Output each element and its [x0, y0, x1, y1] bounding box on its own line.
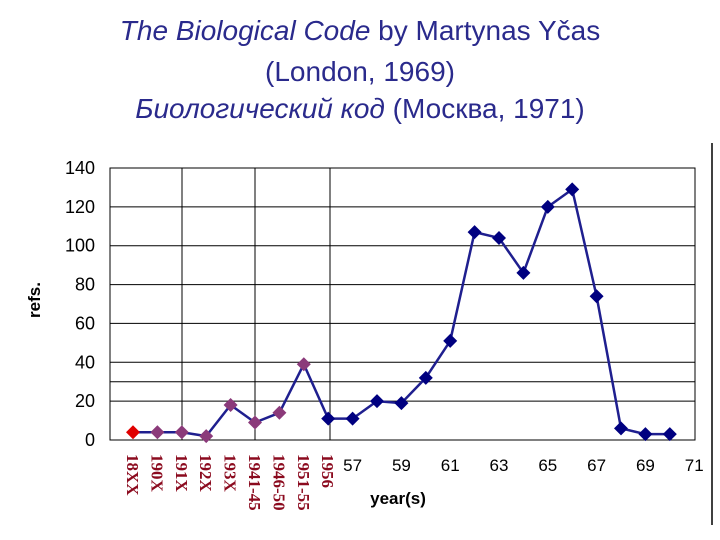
- data-point-marker: [223, 398, 238, 413]
- book-title-english: The Biological Code: [119, 15, 371, 46]
- data-point-marker: [272, 405, 287, 420]
- x-tick-label: 18XX: [123, 454, 142, 496]
- data-point-marker: [589, 289, 604, 304]
- data-point-marker: [418, 370, 433, 385]
- x-tick-label: 59: [392, 456, 411, 475]
- x-tick-labels: 18XX 190X 191X 192X 193X 1941-45 1946-50 1951-5…: [123, 454, 704, 511]
- x-tick-label: 1956: [318, 454, 337, 488]
- chart-title-line-1: The Biological Code by Martynas Yčas: [0, 14, 720, 47]
- x-tick-label: 65: [538, 456, 557, 475]
- data-point-marker: [321, 411, 336, 426]
- x-tick-label: 67: [587, 456, 606, 475]
- data-point-marker: [492, 230, 506, 245]
- data-series: [126, 182, 677, 444]
- book-title-russian: Биологический код: [135, 93, 385, 124]
- x-axis-label: year(s): [370, 489, 426, 508]
- axes: [109, 143, 713, 525]
- x-tick-label: 1946-50: [269, 454, 288, 511]
- data-point-marker: [174, 425, 189, 440]
- y-tick-label: 120: [65, 197, 95, 217]
- y-tick-label: 80: [75, 275, 95, 295]
- x-tick-label: 190X: [147, 454, 166, 493]
- x-tick-label: 63: [490, 456, 509, 475]
- data-point-marker: [199, 429, 214, 444]
- chart-title-line-3: Биологический код (Москва, 1971): [0, 92, 720, 125]
- russian-edition-text: (Москва, 1971): [384, 93, 585, 124]
- y-tick-label: 40: [75, 352, 95, 372]
- y-tick-label: 0: [85, 430, 95, 450]
- data-point-marker: [126, 425, 140, 440]
- y-tick-label: 140: [65, 158, 95, 178]
- x-tick-label: 61: [441, 456, 460, 475]
- y-tick-label: 60: [75, 313, 95, 333]
- data-point-marker: [467, 225, 482, 240]
- data-point-marker: [638, 427, 653, 442]
- x-tick-label: 71: [685, 456, 704, 475]
- y-tick-labels: 0 20 40 60 80 100 120 140: [65, 158, 95, 450]
- x-tick-label: 57: [343, 456, 362, 475]
- x-tick-label: 192X: [196, 454, 215, 493]
- data-point-marker: [540, 199, 555, 214]
- data-point-marker: [370, 394, 384, 409]
- y-tick-label: 20: [75, 391, 95, 411]
- data-point-marker: [248, 415, 262, 430]
- y-tick-label: 100: [65, 236, 95, 256]
- data-point-marker: [443, 333, 458, 348]
- y-axis-label: refs.: [25, 282, 44, 318]
- plot-frame: [109, 167, 696, 441]
- x-tick-label: 69: [636, 456, 655, 475]
- data-point-marker: [345, 411, 360, 426]
- x-tick-label: 193X: [221, 454, 240, 493]
- x-tick-label: 1951-55: [294, 454, 313, 511]
- data-point-marker: [394, 396, 409, 411]
- data-point-marker: [662, 427, 677, 442]
- data-point-marker: [614, 421, 628, 436]
- data-point-marker: [565, 182, 580, 197]
- chart-title-line-2: (London, 1969): [265, 56, 455, 87]
- author-text: by Martynas Yčas: [370, 15, 601, 46]
- data-point-marker: [516, 265, 531, 280]
- data-point-marker: [150, 425, 165, 440]
- data-point-marker: [296, 357, 311, 372]
- x-tick-label: 191X: [172, 454, 191, 493]
- x-tick-label: 1941-45: [245, 454, 264, 511]
